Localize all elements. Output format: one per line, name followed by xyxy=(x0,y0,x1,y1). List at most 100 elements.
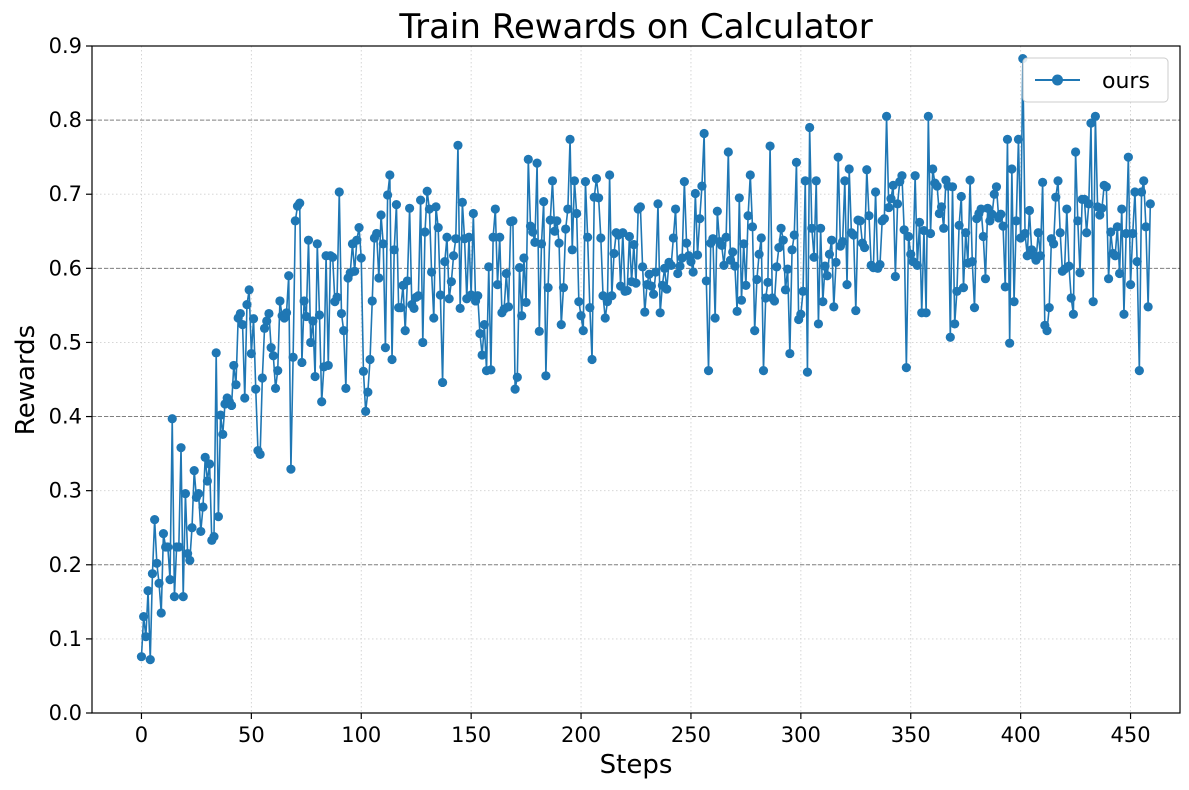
data-point xyxy=(1051,192,1061,202)
data-point xyxy=(264,308,274,319)
data-point xyxy=(1097,203,1107,213)
data-point xyxy=(1086,118,1096,128)
data-point xyxy=(204,459,215,469)
data-point xyxy=(262,316,272,326)
data-point xyxy=(558,283,569,293)
data-point xyxy=(928,164,938,174)
data-point xyxy=(569,176,580,186)
data-point xyxy=(314,310,325,320)
data-point xyxy=(303,235,314,245)
data-point xyxy=(1013,134,1024,144)
data-point xyxy=(356,253,366,263)
data-point xyxy=(490,204,500,214)
data-point xyxy=(686,257,696,267)
x-tick-label: 350 xyxy=(891,723,931,747)
data-point xyxy=(741,280,751,290)
data-point xyxy=(488,232,498,242)
x-tick-label: 50 xyxy=(238,723,265,747)
data-point xyxy=(697,181,707,191)
data-point xyxy=(945,332,955,342)
data-point xyxy=(578,325,588,336)
data-point xyxy=(732,306,742,316)
data-point xyxy=(200,452,210,462)
data-point xyxy=(701,276,711,286)
data-point xyxy=(899,225,909,235)
data-point xyxy=(743,211,753,221)
data-point xyxy=(202,476,212,486)
data-point xyxy=(156,608,166,618)
data-point xyxy=(1049,239,1059,249)
data-point xyxy=(765,141,775,151)
data-point xyxy=(734,193,744,203)
data-point xyxy=(892,199,903,209)
y-tick-label: 0.5 xyxy=(49,330,82,354)
data-point xyxy=(954,220,964,230)
data-point xyxy=(688,267,698,277)
data-point xyxy=(391,200,402,210)
x-tick-label: 250 xyxy=(671,723,711,747)
data-point xyxy=(152,558,162,568)
data-point xyxy=(637,262,648,272)
data-point xyxy=(820,261,830,271)
data-point xyxy=(422,186,432,196)
data-point xyxy=(969,303,980,313)
data-point xyxy=(1132,257,1142,267)
data-point xyxy=(640,307,650,317)
data-point xyxy=(605,170,615,180)
data-point xyxy=(565,134,575,144)
data-point xyxy=(185,555,195,565)
data-point xyxy=(255,449,265,459)
data-point xyxy=(789,230,799,240)
data-point xyxy=(1071,147,1081,157)
data-point xyxy=(721,232,731,242)
data-point xyxy=(354,222,364,233)
data-point xyxy=(1042,325,1052,336)
data-point xyxy=(539,197,549,207)
y-tick-label: 0.8 xyxy=(49,108,82,132)
data-point xyxy=(240,393,250,403)
data-point xyxy=(864,211,874,221)
data-point xyxy=(1007,164,1017,174)
plot-frame xyxy=(91,45,1181,714)
data-point xyxy=(396,303,406,313)
data-point xyxy=(950,319,960,329)
data-point xyxy=(925,228,936,239)
data-point xyxy=(703,366,714,376)
data-point xyxy=(1084,199,1094,209)
data-point xyxy=(1143,302,1153,312)
data-point xyxy=(433,222,443,233)
data-point xyxy=(833,152,843,162)
data-point xyxy=(1119,309,1129,319)
data-point xyxy=(572,208,582,219)
data-point xyxy=(1075,268,1085,278)
data-point xyxy=(543,283,553,293)
data-point xyxy=(673,268,683,279)
data-point xyxy=(776,223,786,233)
data-point xyxy=(662,284,672,294)
data-point xyxy=(328,252,338,262)
data-point xyxy=(591,174,602,184)
data-point xyxy=(336,308,347,319)
data-point xyxy=(1068,309,1078,319)
x-tick-label: 100 xyxy=(341,723,381,747)
data-point xyxy=(822,271,832,281)
data-point xyxy=(1066,293,1076,303)
data-point xyxy=(248,314,259,324)
data-point xyxy=(209,532,219,542)
data-point xyxy=(440,257,450,267)
data-point xyxy=(523,154,533,164)
data-point xyxy=(464,232,474,242)
data-point xyxy=(574,297,584,307)
data-point xyxy=(870,187,881,197)
data-point xyxy=(453,140,463,150)
data-point xyxy=(301,311,311,322)
data-point xyxy=(510,384,520,394)
data-point xyxy=(1106,227,1116,237)
data-point xyxy=(754,249,764,259)
data-point xyxy=(580,177,591,187)
data-point xyxy=(235,308,245,319)
data-point xyxy=(1033,228,1043,238)
x-tick-label: 0 xyxy=(135,723,148,747)
data-point xyxy=(361,406,371,416)
